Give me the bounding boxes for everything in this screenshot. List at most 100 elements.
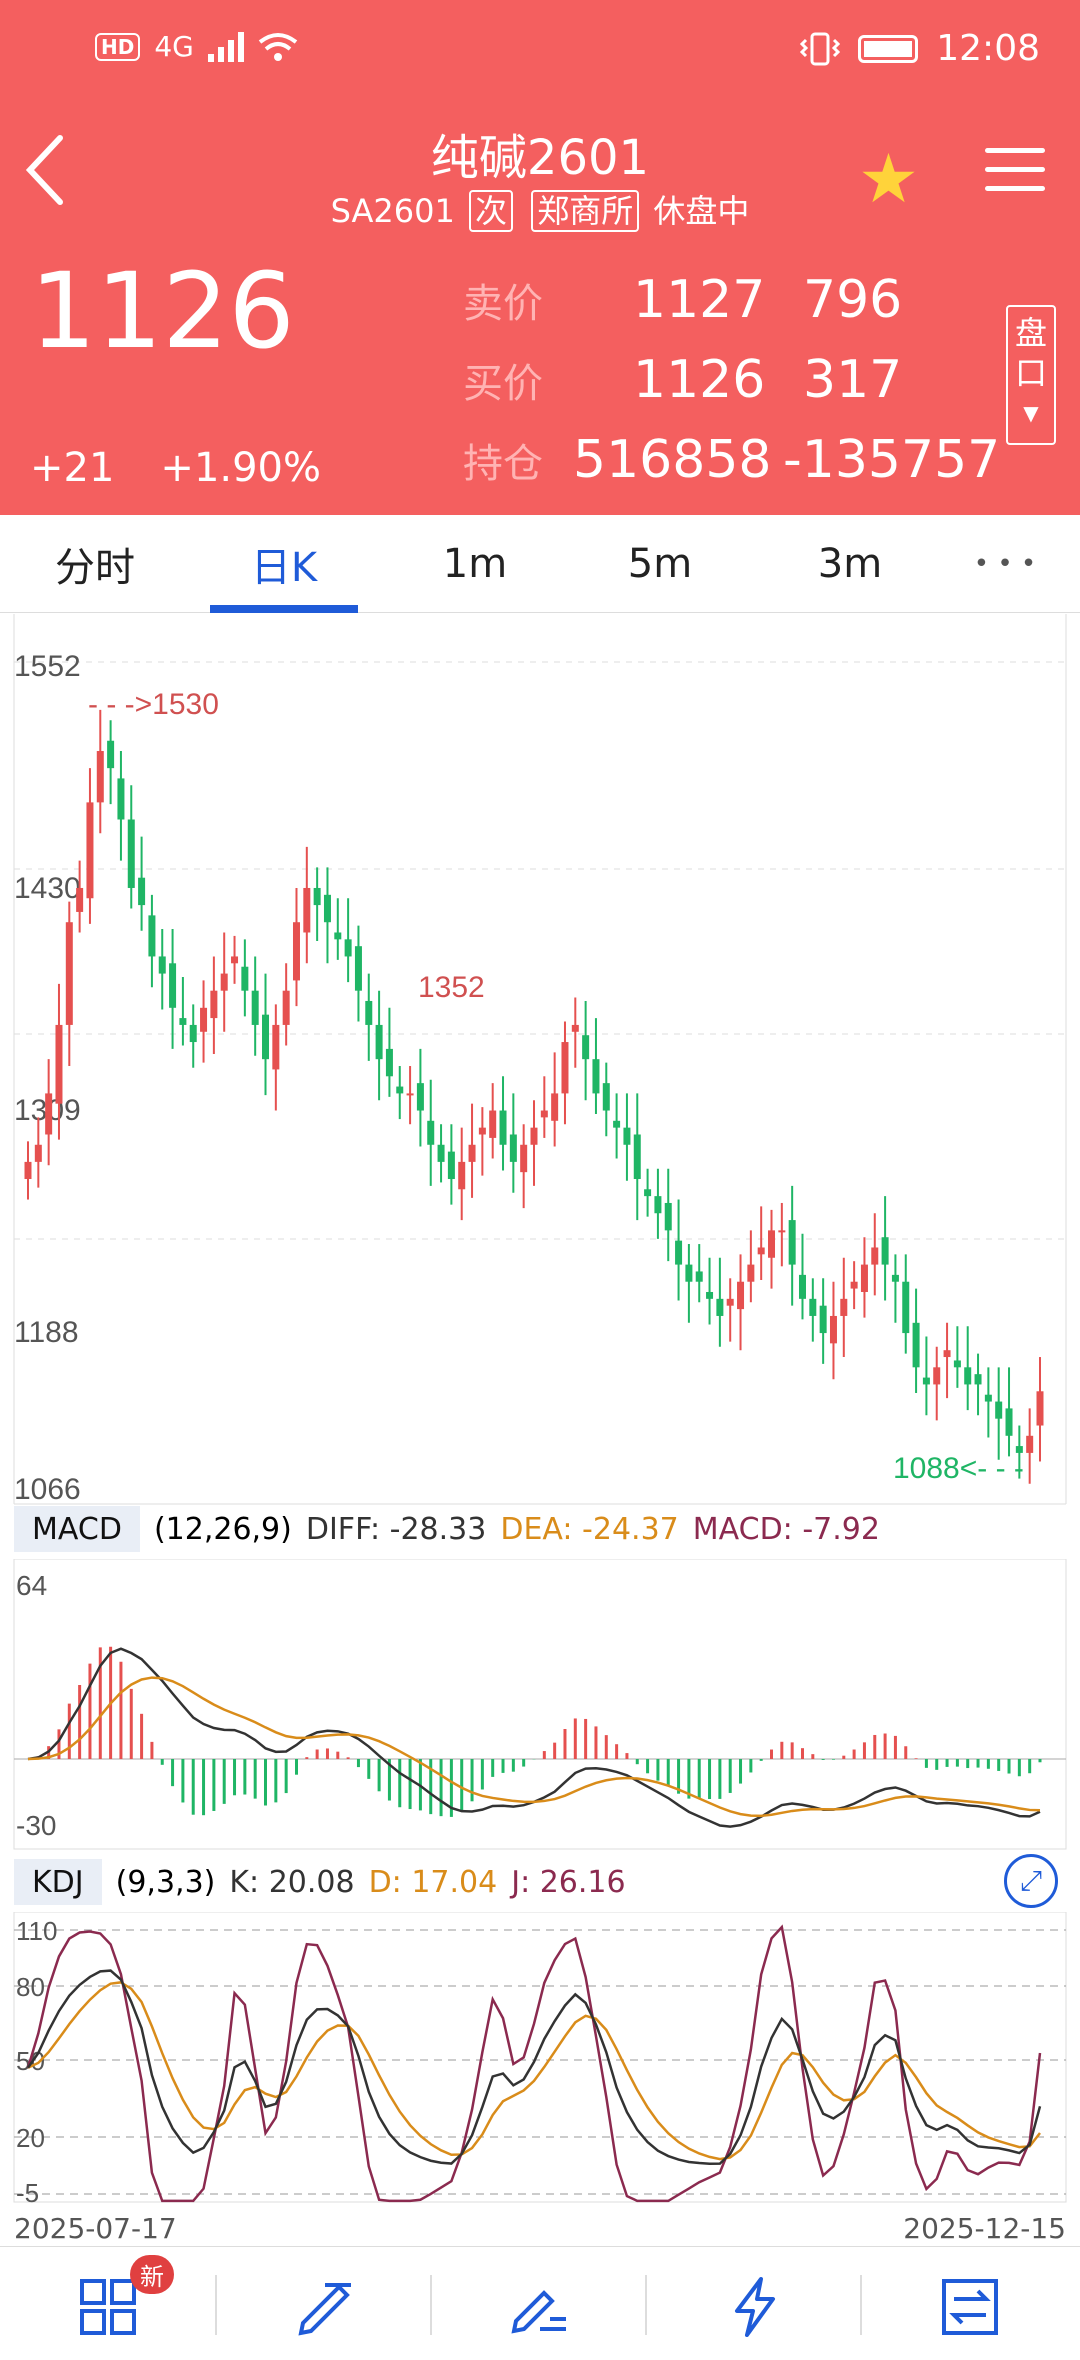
candle-body bbox=[912, 1322, 920, 1368]
candle-body bbox=[995, 1401, 1003, 1419]
candle-body bbox=[292, 922, 300, 981]
candle-body bbox=[344, 939, 352, 957]
candle-body bbox=[757, 1247, 765, 1255]
candle-body bbox=[282, 990, 290, 1025]
open-interest-label: 持仓 bbox=[463, 441, 543, 487]
candle-body bbox=[158, 956, 166, 974]
macd-diff: DIFF: -28.33 bbox=[305, 1511, 487, 1547]
candles bbox=[24, 709, 1044, 1484]
kdj-header: KDJ (9,3,3) K: 20.08 D: 17.04 J: 26.16 bbox=[14, 1859, 626, 1905]
draw-line-button[interactable] bbox=[295, 2277, 365, 2337]
candle-body bbox=[809, 1298, 817, 1316]
chevron-left-icon bbox=[25, 135, 63, 205]
candle-body bbox=[592, 1059, 600, 1094]
macd-dea: DEA: -24.37 bbox=[500, 1511, 679, 1547]
candle-body bbox=[664, 1202, 672, 1231]
more-tabs-button[interactable]: • • • bbox=[973, 549, 1037, 579]
quote-header: 纯碱2601 SA2601 次 郑商所 休盘中 ★ 1126 +21 +1.90… bbox=[0, 100, 1080, 515]
macd-bars bbox=[36, 1646, 1042, 1817]
kdj-level-neg5: -5 bbox=[16, 2178, 39, 2208]
tab-3m[interactable]: 3m bbox=[817, 541, 883, 587]
nav-divider bbox=[430, 2275, 432, 2335]
d-line bbox=[27, 1981, 1041, 2161]
candle-body bbox=[1015, 1446, 1023, 1453]
candle-body bbox=[633, 1134, 641, 1180]
kdj-selector[interactable]: KDJ bbox=[14, 1859, 102, 1905]
status-bar: HD 4G 12:08 bbox=[0, 0, 1080, 100]
vibrate-icon bbox=[800, 32, 841, 65]
candle-body bbox=[241, 966, 249, 991]
candle-body bbox=[231, 956, 239, 964]
favorite-star-icon[interactable]: ★ bbox=[858, 140, 919, 219]
candle-body bbox=[303, 887, 311, 933]
kdj-level-110: 110 bbox=[16, 1916, 57, 1946]
macd-y-bottom: -30 bbox=[16, 1810, 56, 1841]
bid-label: 买价 bbox=[463, 361, 543, 407]
candle-body bbox=[788, 1220, 796, 1265]
open-interest-row: 持仓 516858 -135757 bbox=[463, 430, 1000, 490]
candle-body bbox=[55, 1024, 63, 1104]
candle-body bbox=[675, 1240, 683, 1265]
bid-price: 1126 bbox=[633, 350, 766, 410]
candle-body bbox=[706, 1291, 714, 1299]
candle-body bbox=[871, 1247, 879, 1265]
ask-label: 卖价 bbox=[463, 281, 543, 327]
candle-body bbox=[891, 1274, 899, 1282]
edit-button[interactable] bbox=[510, 2277, 580, 2337]
signal-icon bbox=[207, 31, 244, 62]
exchange-tag: 郑商所 bbox=[531, 190, 640, 232]
status-left: HD 4G bbox=[95, 30, 298, 63]
candle-body bbox=[974, 1374, 982, 1385]
macd-selector[interactable]: MACD bbox=[14, 1506, 140, 1552]
trade-button[interactable] bbox=[940, 2277, 1010, 2337]
y-tick-1188: 1188 bbox=[14, 1316, 79, 1349]
candle-body bbox=[385, 1048, 393, 1077]
candle-body bbox=[778, 1230, 786, 1233]
nav-divider bbox=[215, 2275, 217, 2335]
candle-body bbox=[602, 1083, 610, 1111]
candle-body bbox=[768, 1230, 776, 1258]
candle-body bbox=[953, 1360, 961, 1368]
kline-chart[interactable]: 1552 1430 1309 1188 1066 - - ->1530 1352… bbox=[0, 614, 1080, 1514]
candle-body bbox=[1005, 1408, 1013, 1436]
macd-params: (12,26,9) bbox=[153, 1511, 292, 1547]
candle-body bbox=[313, 887, 321, 906]
tab-daily-k[interactable]: 日K bbox=[250, 545, 318, 591]
network-label: 4G bbox=[154, 30, 194, 63]
change-percent: +1.90% bbox=[160, 445, 322, 491]
candle-body bbox=[747, 1264, 755, 1282]
active-tab-indicator bbox=[210, 605, 358, 613]
battery-icon bbox=[858, 34, 919, 63]
candle-body bbox=[964, 1367, 972, 1385]
contract-code: SA2601 bbox=[330, 192, 455, 230]
candle-body bbox=[262, 1014, 270, 1060]
tab-timeshare[interactable]: 分时 bbox=[55, 545, 135, 591]
clock: 12:08 bbox=[936, 28, 1040, 69]
candle-body bbox=[716, 1298, 724, 1316]
nav-divider bbox=[860, 2275, 862, 2335]
candle-body bbox=[654, 1196, 662, 1214]
back-button[interactable] bbox=[20, 130, 80, 220]
flash-trade-button[interactable] bbox=[725, 2277, 795, 2337]
y-tick-1552: 1552 bbox=[14, 650, 81, 683]
candle-body bbox=[416, 1083, 424, 1111]
kdj-level-80: 80 bbox=[16, 1972, 45, 2002]
candle-body bbox=[530, 1127, 538, 1145]
candle-body bbox=[478, 1127, 486, 1135]
tab-1m[interactable]: 1m bbox=[442, 541, 508, 587]
tab-5m[interactable]: 5m bbox=[627, 541, 693, 587]
candle-body bbox=[737, 1281, 745, 1310]
grid-menu-button[interactable] bbox=[78, 2277, 148, 2337]
lightning-icon bbox=[735, 2277, 775, 2337]
candle-body bbox=[375, 1024, 383, 1060]
candle-body bbox=[933, 1367, 941, 1385]
candle-body bbox=[571, 1024, 579, 1032]
candle-body bbox=[1026, 1435, 1034, 1453]
dea-line bbox=[27, 1676, 1041, 1818]
macd-value: MACD: -7.92 bbox=[692, 1511, 880, 1547]
menu-button[interactable] bbox=[985, 148, 1045, 205]
date-start: 2025-07-17 bbox=[14, 2212, 177, 2245]
expand-chart-button[interactable]: ⤢ bbox=[1004, 1854, 1058, 1908]
order-book-button[interactable]: 盘 口 ▼ bbox=[1006, 305, 1056, 445]
candle-body bbox=[613, 1120, 621, 1128]
